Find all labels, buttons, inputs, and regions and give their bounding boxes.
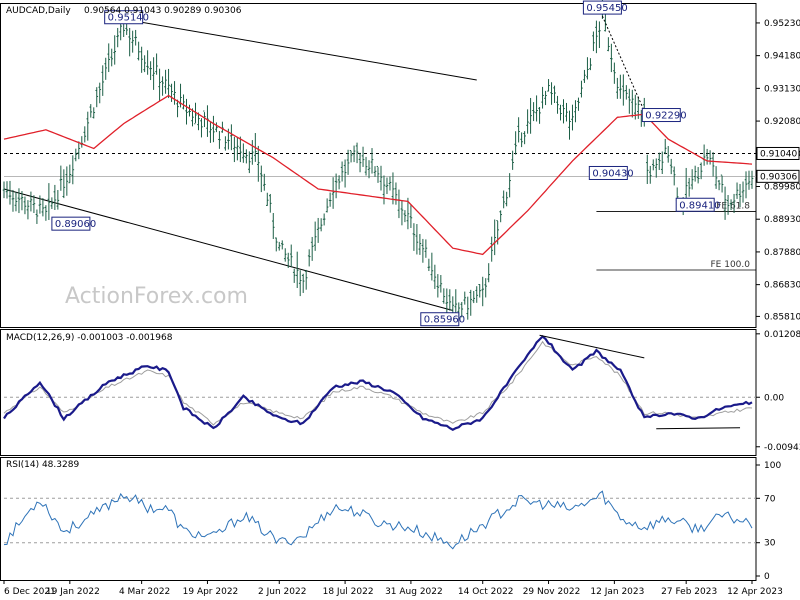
- x-tick-label-5: 18 Jul 2022: [323, 587, 374, 597]
- macd-signal-line: [3, 340, 753, 426]
- price-ytick-label-5: 0.89980: [764, 182, 800, 192]
- pane-border-1: [0, 329, 757, 456]
- annotation-label-5: 0.90430: [592, 168, 633, 179]
- macd-ytick-label-2: -0.009432: [764, 443, 800, 453]
- x-tick-label-11: 12 Apr 2023: [727, 587, 783, 597]
- rsi-ytick-label-1: 70: [764, 494, 776, 504]
- macd-title: MACD(12,26,9) -0.001003 -0.001968: [6, 333, 173, 343]
- x-tick-label-4: 2 Jun 2022: [258, 587, 306, 597]
- annotation-label-2: 0.85960: [424, 315, 465, 326]
- rsi-ytick-label-0: 100: [764, 461, 781, 471]
- x-tick-label-6: 31 Aug 2022: [385, 587, 443, 597]
- x-tick-label-8: 29 Nov 2022: [523, 587, 581, 597]
- annotation-box-4: [641, 108, 681, 123]
- x-tick-label-7: 14 Oct 2022: [458, 587, 514, 597]
- channel-lower-line: [3, 188, 453, 311]
- annotation-label-4: 0.92290: [645, 111, 686, 122]
- annotation-box-2: [420, 312, 460, 327]
- rsi-ytick-label-2: 30: [764, 539, 776, 549]
- price-tag-box-0: [756, 146, 800, 160]
- rsi-line: [3, 490, 753, 550]
- watermark: ActionForex.com: [65, 284, 248, 309]
- x-tick-label-9: 12 Jan 2023: [590, 587, 644, 597]
- dotted-trend-line: [601, 15, 645, 112]
- price-ytick-label-1: 0.94180: [764, 52, 800, 62]
- x-tick-label-0: 6 Dec 2021: [4, 587, 56, 597]
- macd-divergence-line: [539, 334, 645, 359]
- price-tag-box-1: [756, 169, 800, 183]
- candle-series: [2, 0, 754, 321]
- annotation-box-0: [104, 10, 144, 25]
- price-ytick-label-3: 0.92080: [764, 117, 800, 127]
- pane-border-2: [0, 457, 757, 581]
- channel-upper-line: [123, 18, 477, 81]
- price-ytick-label-9: 0.85810: [764, 312, 800, 322]
- price-ytick-label-8: 0.86830: [764, 281, 800, 291]
- rsi-ytick-label-3: 0: [764, 572, 770, 582]
- price-ytick-label-2: 0.93130: [764, 84, 800, 94]
- price-ytick-label-0: 0.95230: [764, 19, 800, 29]
- x-tick-label-2: 4 Mar 2022: [119, 587, 170, 597]
- moving-average-line: [3, 94, 753, 256]
- annotation-label-0: 0.95140: [108, 13, 149, 24]
- annotation-box-3: [582, 0, 622, 15]
- ohlc-readout: 0.90564 0.91043 0.90289 0.90306: [84, 6, 242, 16]
- price-ytick-label-7: 0.87880: [764, 248, 800, 258]
- chart-title: AUDCAD,Daily: [6, 6, 71, 16]
- annotation-box-5: [588, 165, 628, 180]
- annotation-box-1: [51, 216, 91, 231]
- x-tick-label-10: 27 Feb 2023: [661, 587, 717, 597]
- macd-ytick-label-1: 0.00: [764, 393, 784, 403]
- x-tick-label-1: 19 Jan 2022: [46, 587, 100, 597]
- annotation-label-3: 0.95450: [586, 3, 627, 14]
- price-tag-label-1: 0.90306: [760, 172, 797, 182]
- pane-border-0: [0, 3, 757, 328]
- macd-line: [3, 335, 753, 431]
- fib-label-1: FE 100.0: [711, 260, 751, 270]
- rsi-title: RSI(14) 48.3289: [6, 460, 79, 470]
- fib-label-0: FE 61.8: [716, 201, 750, 211]
- price-tag-label-0: 0.91040: [760, 149, 797, 159]
- annotation-label-6: 0.89410: [679, 200, 720, 211]
- x-tick-label-3: 19 Apr 2022: [183, 587, 239, 597]
- annotation-box-6: [675, 197, 715, 212]
- macd-support-line: [656, 427, 741, 430]
- annotation-label-1: 0.89060: [55, 219, 96, 230]
- macd-ytick-label-0: 0.012081: [764, 330, 800, 340]
- price-ytick-label-6: 0.88930: [764, 215, 800, 225]
